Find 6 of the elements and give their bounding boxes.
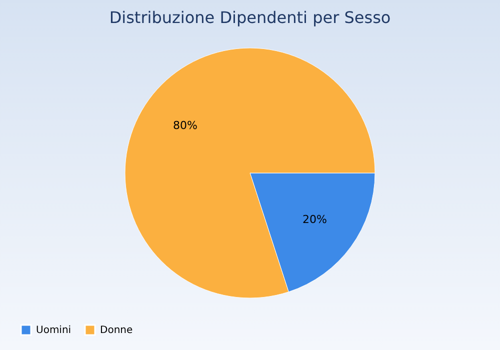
data-label: 20%	[302, 213, 327, 226]
chart-title: Distribuzione Dipendenti per Sesso	[109, 8, 391, 27]
legend-label: Donne	[100, 325, 133, 336]
legend-label: Uomini	[36, 325, 72, 336]
data-label: 80%	[173, 118, 198, 132]
pie-slice	[124, 48, 376, 298]
